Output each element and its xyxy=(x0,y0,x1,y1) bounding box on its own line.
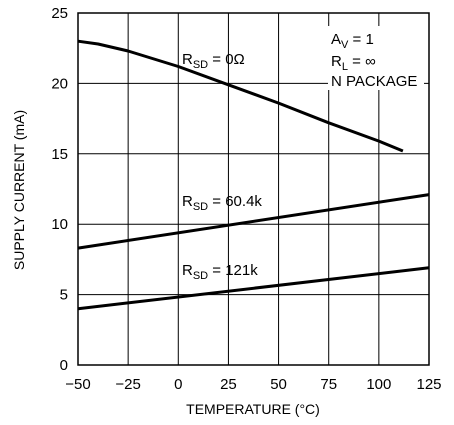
y-axis-label: SUPPLY CURRENT (mA) xyxy=(11,110,27,270)
series-label-rsd-60-4k: RSD = 60.4k xyxy=(182,193,262,213)
y-tick-label: 15 xyxy=(51,146,68,163)
condition-package: N PACKAGE xyxy=(331,73,417,90)
x-tick-label: 50 xyxy=(270,376,287,393)
x-tick-labels: −50 −25 0 25 50 75 100 125 xyxy=(65,376,441,393)
y-tick-labels: 0 5 10 15 20 25 xyxy=(51,5,68,374)
x-tick-label: −25 xyxy=(115,376,140,393)
y-tick-label: 20 xyxy=(51,75,68,92)
x-tick-label: 25 xyxy=(220,376,237,393)
x-tick-label: 0 xyxy=(174,376,182,393)
series-label-rsd-121k: RSD = 121k xyxy=(182,262,258,282)
y-tick-label: 25 xyxy=(51,5,68,22)
x-tick-label: 125 xyxy=(416,376,441,393)
y-tick-label: 10 xyxy=(51,216,68,233)
y-tick-label: 5 xyxy=(60,287,68,304)
x-tick-label: −50 xyxy=(65,376,90,393)
y-tick-label: 0 xyxy=(60,357,68,374)
x-tick-label: 75 xyxy=(320,376,337,393)
x-axis-label: TEMPERATURE (°C) xyxy=(186,401,320,417)
series-label-rsd-0: RSD = 0Ω xyxy=(182,51,245,71)
x-tick-label: 100 xyxy=(366,376,391,393)
